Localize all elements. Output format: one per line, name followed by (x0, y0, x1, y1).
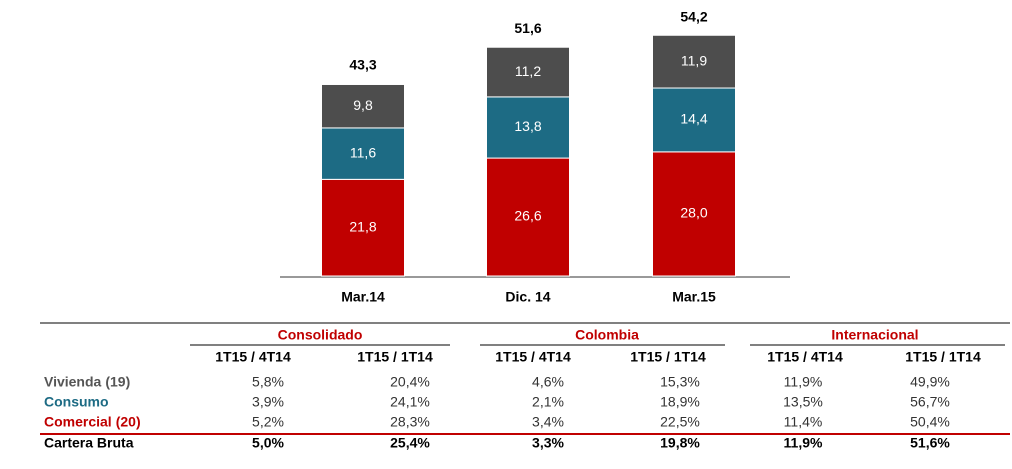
x-tick-label: Mar.15 (672, 289, 716, 305)
row-note: (20) (116, 414, 141, 430)
column-header: 1T15 / 1T14 (905, 349, 981, 365)
cell: 24,1% (390, 394, 430, 410)
cell: 11,9% (784, 435, 823, 451)
bar-segment (652, 34, 736, 89)
cell: 28,3% (390, 414, 430, 430)
x-tick-label: Dic. 14 (505, 289, 550, 305)
value-label: 13,8 (514, 118, 541, 134)
column-header: 1T15 / 4T14 (767, 349, 843, 365)
column-header: 1T15 / 4T14 (495, 349, 571, 365)
cell: 11,4% (784, 414, 823, 430)
value-label: 11,9 (681, 52, 707, 68)
cell: 15,3% (660, 374, 700, 390)
x-tick-label: Mar.14 (341, 289, 385, 305)
bar-segment (321, 178, 405, 277)
value-label: 26,6 (514, 208, 541, 224)
value-label: 14,4 (680, 111, 707, 127)
bar-segment (321, 83, 405, 129)
bar-segment (486, 46, 570, 98)
cell: 56,7% (910, 394, 950, 410)
bar-segment (652, 87, 736, 153)
cell: 13,5% (783, 394, 823, 410)
value-label: 21,8 (349, 218, 376, 234)
cell: 4,6% (532, 374, 564, 390)
cell: 20,4% (390, 374, 430, 390)
cell: 2,1% (532, 394, 564, 410)
cell: 5,0% (252, 435, 284, 451)
cell: 49,9% (910, 374, 950, 390)
total-label: 51,6 (514, 20, 541, 36)
cell: 3,4% (532, 414, 564, 430)
row-label: Cartera Bruta (44, 435, 134, 451)
row-note: (19) (105, 374, 130, 390)
cell: 50,4% (910, 414, 950, 430)
value-label: 11,6 (350, 144, 376, 160)
column-header: 1T15 / 1T14 (630, 349, 706, 365)
bar-segment (321, 127, 405, 180)
cell: 19,8% (660, 435, 700, 451)
value-label: 28,0 (680, 205, 707, 221)
total-label: 54,2 (680, 8, 707, 24)
value-label: 9,8 (353, 97, 373, 113)
cell: 22,5% (660, 414, 700, 430)
group-header: Colombia (575, 327, 639, 343)
bar-segment (652, 151, 736, 277)
cell: 51,6% (910, 435, 950, 451)
column-header: 1T15 / 4T14 (215, 349, 291, 365)
cell: 25,4% (390, 435, 430, 451)
cell: 3,9% (252, 394, 284, 410)
total-label: 43,3 (349, 57, 376, 73)
row-label: Vivienda (44, 374, 102, 390)
row-label: Comercial (44, 414, 112, 430)
group-header: Consolidado (278, 327, 363, 343)
bar-segment (486, 96, 570, 159)
row-label: Consumo (44, 394, 109, 410)
cell: 3,3% (532, 435, 564, 451)
cell: 5,8% (252, 374, 284, 390)
group-header: Internacional (831, 327, 918, 343)
value-label: 11,2 (515, 63, 541, 79)
cell: 11,9% (784, 374, 823, 390)
cell: 5,2% (252, 414, 284, 430)
cell: 18,9% (660, 394, 700, 410)
column-header: 1T15 / 1T14 (357, 349, 433, 365)
